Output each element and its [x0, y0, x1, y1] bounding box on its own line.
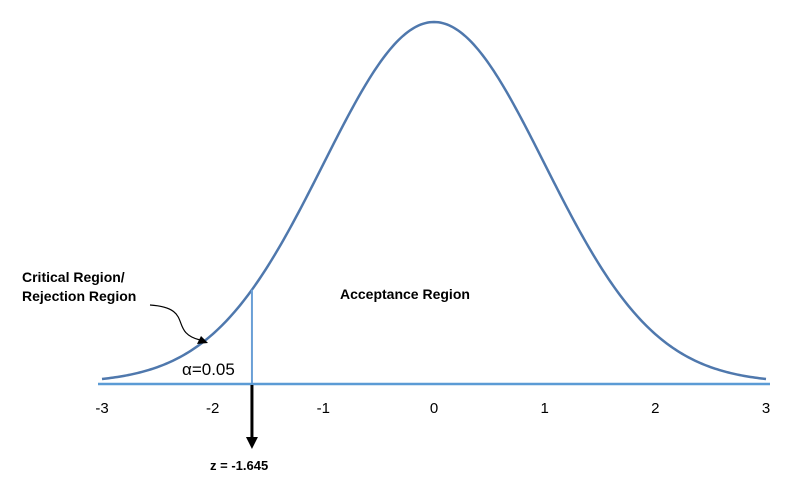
critical-region-label-line1: Critical Region/ — [22, 269, 125, 285]
z-value-label: z = -1.645 — [210, 458, 268, 473]
acceptance-region-label: Acceptance Region — [340, 286, 470, 302]
x-tick-labels: -3 -2 -1 0 1 2 3 — [95, 400, 770, 417]
pointer-arrow-head — [197, 336, 208, 344]
x-tick-label: 1 — [540, 400, 548, 417]
x-tick-label: -2 — [206, 400, 219, 417]
critical-region-label-line2: Rejection Region — [22, 288, 136, 304]
critical-region-pointer-arrow — [149, 304, 201, 341]
normal-density-curve — [101, 20, 767, 381]
z-arrow-head — [245, 437, 258, 449]
x-tick-label: -1 — [317, 400, 330, 417]
x-tick-label: 3 — [762, 400, 770, 417]
x-tick-label: 0 — [430, 400, 438, 417]
alpha-label: α=0.05 — [182, 360, 235, 379]
x-tick-label: 2 — [651, 400, 659, 417]
x-tick-label: -3 — [95, 400, 108, 417]
